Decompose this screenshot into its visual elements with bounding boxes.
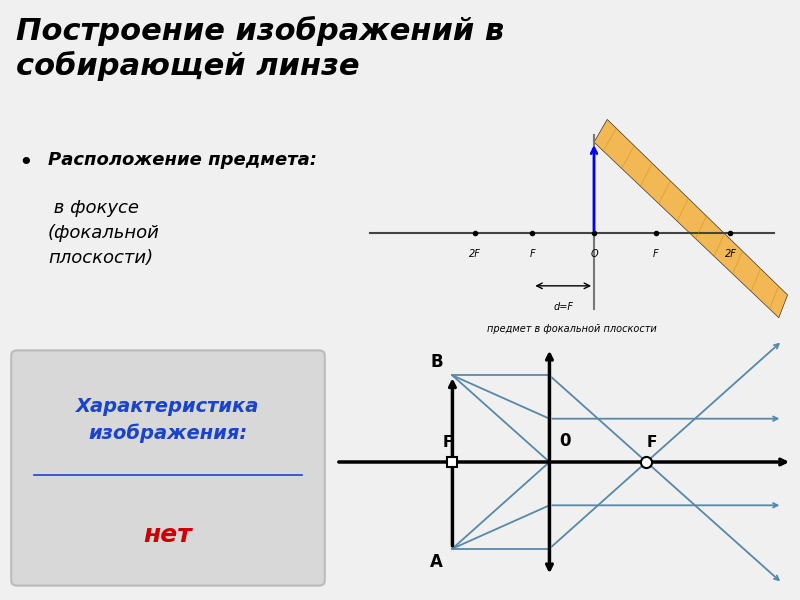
Text: 2F: 2F (725, 250, 736, 259)
Text: O: O (590, 250, 598, 259)
Text: 2F: 2F (470, 250, 481, 259)
Text: 0: 0 (559, 432, 570, 450)
Text: Построение изображений в
собирающей линзе: Построение изображений в собирающей линз… (16, 16, 504, 81)
Text: •: • (18, 151, 33, 175)
Text: d=F: d=F (554, 302, 573, 312)
Text: нет: нет (144, 523, 192, 547)
FancyBboxPatch shape (11, 350, 325, 586)
Text: F: F (442, 435, 453, 450)
Text: A: A (430, 553, 442, 571)
Polygon shape (594, 119, 787, 318)
Text: F: F (530, 250, 535, 259)
Text: Расположение предмета:: Расположение предмета: (48, 151, 317, 169)
Text: F: F (653, 250, 658, 259)
Text: Характеристика
изображения:: Характеристика изображения: (76, 397, 260, 443)
Text: предмет в фокальной плоскости: предмет в фокальной плоскости (487, 324, 657, 334)
Text: в фокусе
(фокальной
плоскости): в фокусе (фокальной плоскости) (48, 199, 160, 267)
Text: B: B (430, 353, 442, 371)
Text: F: F (646, 435, 657, 450)
